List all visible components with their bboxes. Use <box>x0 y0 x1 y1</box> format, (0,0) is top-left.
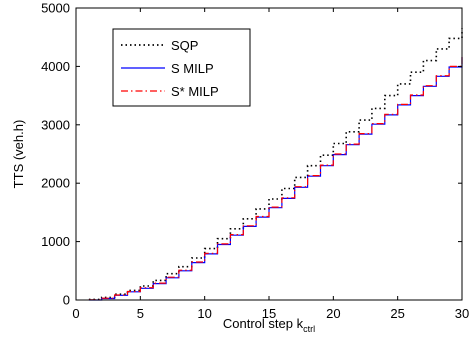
x-tick-label: 25 <box>390 306 404 321</box>
legend-label-0: SQP <box>171 38 198 53</box>
y-tick-label: 3000 <box>41 117 70 132</box>
x-axis-ticks: 0 5 10 15 20 25 30 <box>72 8 469 321</box>
y-axis-label: TTS (veh.h) <box>11 120 26 189</box>
legend-label-2: S* MILP <box>171 84 219 99</box>
y-tick-label: 5000 <box>41 1 70 16</box>
y-tick-label: 1000 <box>41 234 70 249</box>
x-tick-label: 20 <box>326 306 340 321</box>
y-tick-label: 0 <box>63 293 70 308</box>
y-axis-ticks: 0 1000 2000 3000 4000 5000 <box>41 1 462 308</box>
series-line-2 <box>88 56 463 301</box>
x-tick-label: 5 <box>137 306 144 321</box>
plot-series <box>88 28 463 301</box>
legend-items: SQP S MILP S* MILP <box>121 38 219 99</box>
x-axis-label: Control step kctrl <box>223 316 315 334</box>
x-tick-label: 30 <box>455 306 469 321</box>
x-axis-label-subscript: ctrl <box>303 324 315 334</box>
y-tick-label: 4000 <box>41 59 70 74</box>
legend: SQP S MILP S* MILP <box>112 28 251 107</box>
x-tick-label: 0 <box>72 306 79 321</box>
x-tick-label: 15 <box>262 306 276 321</box>
legend-label-1: S MILP <box>171 61 214 76</box>
y-tick-label: 2000 <box>41 176 70 191</box>
x-tick-label: 10 <box>197 306 211 321</box>
